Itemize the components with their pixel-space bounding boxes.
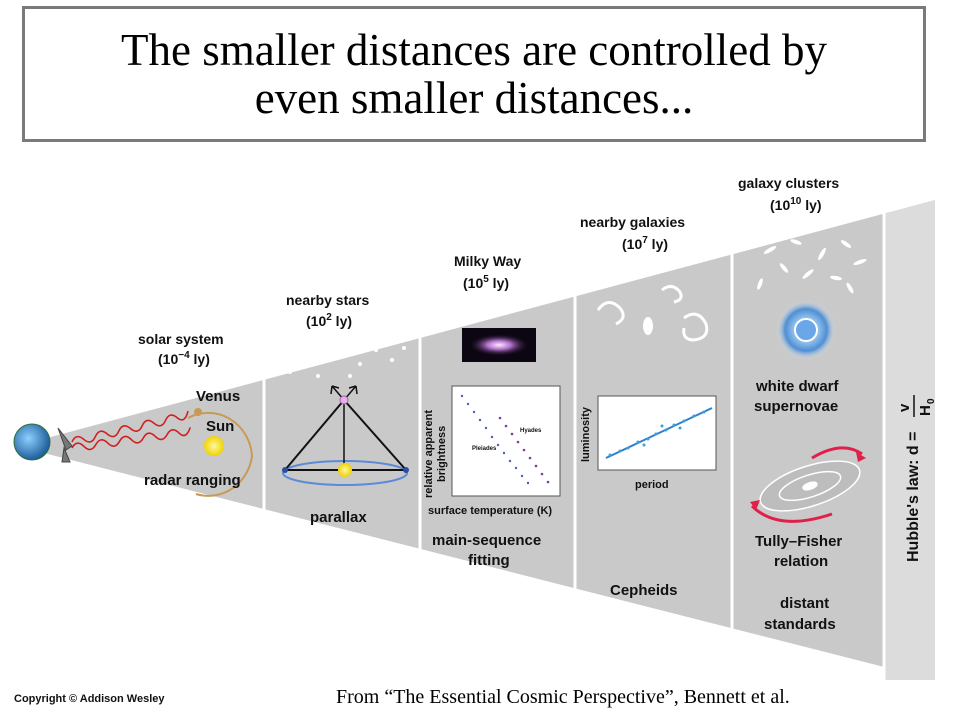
pleiades-label: Pleiades [472, 446, 497, 452]
cepheid-xlabel: period [635, 479, 669, 491]
solar-system-scale: (10−4 ly) [158, 350, 210, 367]
hubble-section [884, 200, 935, 680]
nearby-stars-scale: (102 ly) [306, 312, 352, 329]
hr-ylabel-1: relative apparent [423, 410, 435, 498]
fitting-label: fitting [468, 552, 510, 569]
cepheid-points [608, 410, 706, 457]
main-sequence-label: main-sequence [432, 532, 541, 549]
spiral-galaxies-icon [596, 285, 709, 342]
tully-fisher-galaxy-icon [750, 446, 866, 523]
cepheid-ylabel: luminosity [580, 406, 592, 462]
nearby-stars-label: nearby stars [286, 292, 369, 308]
white-dwarf-label: white dwarf [755, 378, 840, 395]
milky-way-scale: (105 ly) [463, 274, 509, 291]
radar-wave-icon [71, 410, 189, 443]
parallax-label: parallax [310, 509, 367, 526]
title-line-2: even smaller distances... [254, 73, 694, 123]
galaxy-clusters-label: galaxy clusters [738, 175, 839, 191]
standards-label: standards [764, 616, 836, 633]
hubble-subscript: 0 [926, 398, 937, 404]
supernovae-label: supernovae [754, 398, 838, 415]
galaxy-cluster-icon [757, 239, 867, 294]
hr-ylabel-2: brightness [436, 426, 448, 482]
hubble-numerator: v [896, 403, 913, 412]
venus-orbit [187, 411, 254, 497]
nearby-stars-dots [288, 346, 406, 378]
hr-diagram-points [460, 394, 550, 485]
hubbles-law-text: Hubble's law: d = [905, 432, 922, 563]
relation-label: relation [774, 553, 828, 570]
hyades-label: Hyades [520, 428, 542, 434]
radar-wave-icon-2 [71, 427, 192, 451]
earth-position-right [403, 467, 409, 473]
radar-dish-icon [57, 427, 73, 463]
tully-fisher-label: Tully–Fisher [755, 533, 842, 550]
solar-system-label: solar system [138, 331, 224, 347]
source-citation: From “The Essential Cosmic Perspective”,… [336, 686, 790, 708]
hr-xlabel: surface temperature (K) [428, 505, 552, 517]
nearby-galaxies-scale: (107 ly) [622, 235, 668, 252]
sun-parallax-icon [338, 463, 352, 477]
galaxy-clusters-scale: (1010 ly) [770, 196, 822, 213]
nearby-star-icon [339, 395, 349, 405]
sun-icon [204, 436, 224, 456]
section-dividers [262, 210, 886, 680]
distant-label: distant [780, 595, 829, 612]
title-line-1: The smaller distances are controlled by [121, 25, 827, 75]
milky-way-label: Milky Way [454, 253, 521, 269]
nearby-galaxies-label: nearby galaxies [580, 214, 685, 230]
venus-icon [194, 408, 202, 416]
radar-ranging-label: radar ranging [144, 472, 241, 489]
parallax-line-right [343, 399, 407, 471]
hr-diagram-frame [451, 385, 561, 497]
earth-orbit [282, 460, 408, 486]
distance-ladder-diagram: solar system (10−4 ly) Venus Sun radar r… [13, 175, 937, 680]
copyright-notice: Copyright © Addison Wesley [14, 693, 165, 705]
hubbles-law-label: Hubble's law: d = v H 0 [896, 395, 937, 562]
sun-label: Sun [206, 418, 234, 435]
venus-label: Venus [196, 388, 240, 405]
parallax-line-left [284, 399, 345, 471]
title-box: The smaller distances are controlled by … [22, 6, 926, 142]
hubble-denominator: H [917, 405, 934, 416]
slide-title: The smaller distances are controlled by … [34, 26, 914, 122]
cepheids-label: Cepheids [610, 582, 678, 599]
milky-way-galaxy-icon [469, 334, 529, 356]
earth-position-left [282, 467, 288, 473]
earth-icon [13, 423, 51, 461]
supernova-core [794, 318, 818, 342]
